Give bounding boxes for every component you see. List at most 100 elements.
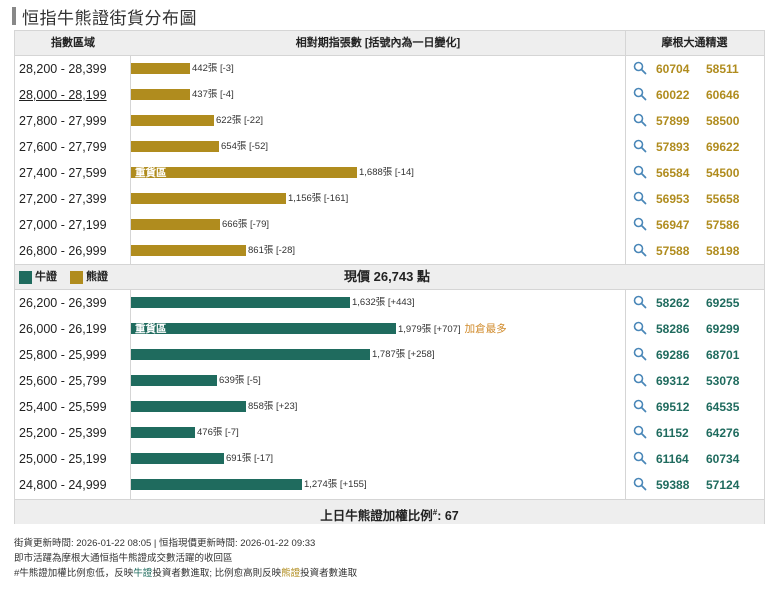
bar-value-text: 691張 [-17] [226,453,273,464]
warrant-code-link[interactable]: 61164 [656,452,689,466]
bar-value-text: 639張 [-5] [219,375,261,386]
bull-bar [131,323,396,334]
bar-value-label: 654張 [-52] [221,134,268,160]
warrant-code-link[interactable]: 56947 [656,218,690,232]
warrant-code-link[interactable]: 69312 [656,374,690,388]
table-row: 25,800 - 25,999 1,787張 [+258] 69286 68701 [15,342,764,368]
index-range-label: 27,600 - 27,799 [19,140,107,154]
header-picks: 摩根大通精選 [661,37,728,49]
warrant-code-link[interactable]: 60704 [656,62,690,76]
bar-value-text: 654張 [-52] [221,141,268,152]
search-icon[interactable] [633,61,647,75]
search-icon[interactable] [633,399,647,413]
warrant-code-link[interactable]: 55658 [706,192,740,206]
table-row: 25,000 - 25,199 691張 [-17] 61164 60734 [15,446,764,472]
warrant-code-link[interactable]: 60022 [656,88,690,102]
warrant-code-link[interactable]: 57899 [656,114,690,128]
search-icon[interactable] [633,217,647,231]
bar-value-text: 437張 [-4] [192,89,234,100]
page-title: 恒指牛熊證街貨分布圖 [22,8,197,28]
distribution-table: 指數區域 相對期指張數 [括號內為一日變化] 摩根大通精選 28,200 - 2… [14,30,765,524]
search-icon[interactable] [633,425,647,439]
warrant-code-link[interactable]: 53078 [706,374,740,388]
warrant-code-link[interactable]: 69622 [706,140,740,154]
table-row: 28,000 - 28,199 437張 [-4] 60022 60646 [15,82,764,108]
search-icon[interactable] [633,191,647,205]
warrant-code-link[interactable]: 60646 [706,88,740,102]
header-range: 指數區域 [51,37,95,49]
search-icon[interactable] [633,373,647,387]
search-icon[interactable] [633,113,647,127]
bar-value-label: 437張 [-4] [192,82,234,108]
bar-value-text: 622張 [-22] [216,115,263,126]
note-bull-link[interactable]: 牛證 [133,568,153,579]
title-accent-bar [12,7,16,25]
warrant-code-link[interactable]: 64276 [706,426,740,440]
search-icon[interactable] [633,347,647,361]
search-icon[interactable] [633,295,647,309]
warrant-code-link[interactable]: 54500 [706,166,740,180]
bar-value-label: 666張 [-79] [222,212,269,238]
search-icon[interactable] [633,87,647,101]
index-range-label[interactable]: 28,000 - 28,199 [19,88,107,102]
warrant-code-link[interactable]: 58286 [656,322,690,336]
bar-value-label: 1,632張 [+443] [352,290,415,316]
warrant-code-link[interactable]: 57124 [706,478,740,492]
bar-value-label: 861張 [-28] [248,238,295,264]
warrant-code-link[interactable]: 61152 [656,426,689,440]
bar-value-text: 1,787張 [+258] [372,349,435,360]
current-price: 現價 26,743 點 [344,269,430,284]
bar-value-label: 1,156張 [-161] [288,186,348,212]
warrant-code-link[interactable]: 69512 [656,400,690,414]
warrant-code-link[interactable]: 56584 [656,166,690,180]
warrant-code-link[interactable]: 69255 [706,296,740,310]
table-row: 25,600 - 25,799 639張 [-5] 69312 53078 [15,368,764,394]
index-range-label: 26,800 - 26,999 [19,244,107,258]
ratio-value: 67 [444,509,459,524]
bear-bar [131,115,214,126]
warrant-code-link[interactable]: 57588 [656,244,690,258]
note-text: #牛熊證加權比例愈低，反映 [14,568,134,579]
warrant-code-link[interactable]: 58262 [656,296,690,310]
warrant-code-link[interactable]: 57893 [656,140,690,154]
search-icon[interactable] [633,477,647,491]
index-range-label: 27,000 - 27,199 [19,218,107,232]
warrant-code-link[interactable]: 60734 [706,452,740,466]
warrant-code-link[interactable]: 69286 [656,348,690,362]
bull-legend-label: 牛證 [35,271,57,283]
warrant-code-link[interactable]: 58198 [706,244,740,258]
note-bear-link[interactable]: 熊證 [281,568,301,579]
warrant-code-link[interactable]: 56953 [656,192,690,206]
index-range-label: 27,200 - 27,399 [19,192,107,206]
legend-price-row: 牛證 熊證 現價 26,743 點 [15,264,764,290]
bar-value-text: 1,156張 [-161] [288,193,349,204]
bear-legend-label: 熊證 [86,271,108,283]
bear-bar [131,245,246,256]
index-range-label: 26,000 - 26,199 [19,322,107,336]
search-icon[interactable] [633,243,647,257]
warrant-code-link[interactable]: 69299 [706,322,740,336]
bear-bar [131,63,190,74]
index-range-label: 26,200 - 26,399 [19,296,107,310]
table-row: 26,000 - 26,199 重貨區 1,979張 [+707] 加倉最多 58286… [15,316,764,342]
heavy-zone-label: 重貨區 [135,167,167,179]
index-range-label: 25,200 - 25,399 [19,426,107,440]
warrant-code-link[interactable]: 68701 [706,348,740,362]
bar-value-label: 1,787張 [+258] [372,342,435,368]
warrant-code-link[interactable]: 64535 [706,400,740,414]
bar-value-label: 442張 [-3] [192,56,234,82]
search-icon[interactable] [633,139,647,153]
search-icon[interactable] [633,321,647,335]
warrant-code-link[interactable]: 59388 [656,478,690,492]
ratio-sep: : [437,509,442,524]
warrant-code-link[interactable]: 57586 [706,218,740,232]
search-icon[interactable] [633,451,647,465]
warrant-code-link[interactable]: 58511 [706,62,739,76]
bar-value-text: 1,979張 [+707] [398,324,461,335]
footnotes: 街貨更新時間: 2026-01-22 08:05 | 恒指現價更新時間: 202… [14,536,357,581]
bull-bar [131,375,217,386]
bull-bar [131,349,370,360]
warrant-code-link[interactable]: 58500 [706,114,740,128]
search-icon[interactable] [633,165,647,179]
bear-bar [131,141,219,152]
